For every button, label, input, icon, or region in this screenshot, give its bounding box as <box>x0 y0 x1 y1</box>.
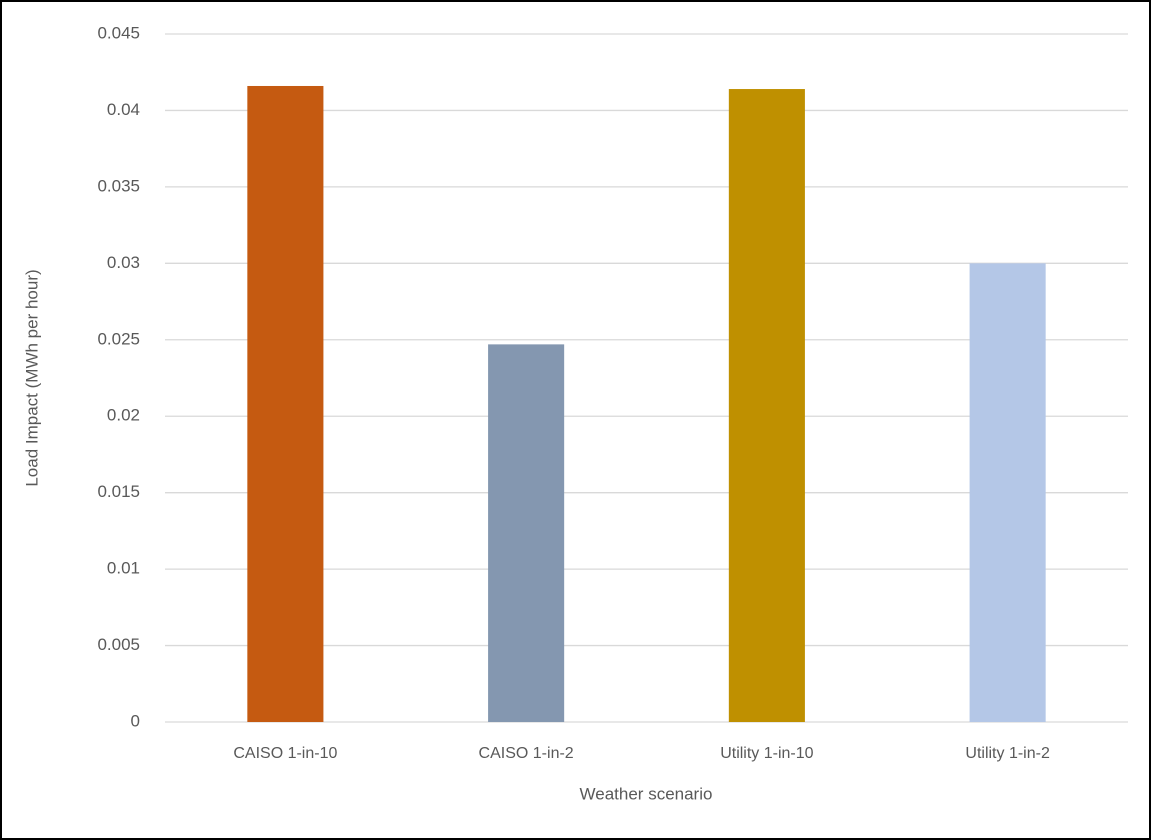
y-tick-label: 0.045 <box>97 23 140 42</box>
x-tick-label: Utility 1-in-2 <box>965 745 1050 762</box>
x-tick-label: CAISO 1-in-10 <box>233 745 337 762</box>
y-tick-label: 0 <box>131 711 140 730</box>
y-tick-label: 0.04 <box>107 100 140 119</box>
x-tick-label: Utility 1-in-10 <box>720 745 813 762</box>
y-tick-label: 0.03 <box>107 253 140 272</box>
bar <box>969 263 1046 722</box>
y-tick-label: 0.025 <box>97 329 140 348</box>
y-tick-label: 0.015 <box>97 482 140 501</box>
x-axis-title: Weather scenario <box>580 784 713 803</box>
bar <box>247 85 324 722</box>
bar <box>488 344 565 722</box>
y-tick-label: 0.035 <box>97 176 140 195</box>
bar <box>728 89 805 723</box>
y-axis-title: Load Impact (MWh per hour) <box>22 269 41 486</box>
y-tick-label: 0.02 <box>107 406 140 425</box>
x-tick-label: CAISO 1-in-2 <box>479 745 574 762</box>
y-tick-label: 0.005 <box>97 635 140 654</box>
y-tick-label: 0.01 <box>107 559 140 578</box>
